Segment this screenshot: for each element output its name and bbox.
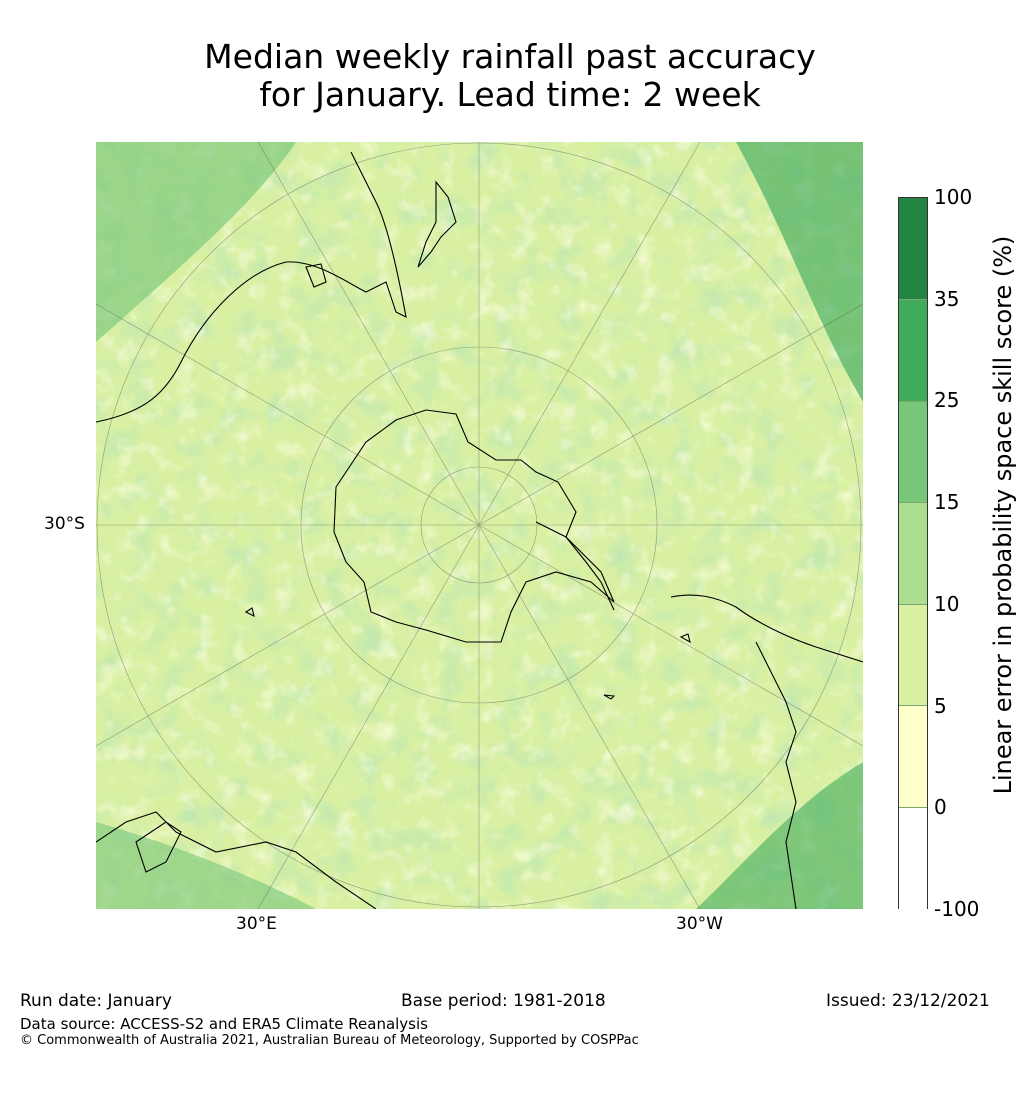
colorbar-segment — [899, 806, 927, 909]
coastlines — [96, 151, 863, 909]
longitude-label-30e: 30°E — [236, 914, 277, 934]
south-america-coast — [670, 594, 863, 909]
high-skill-region-nw — [96, 142, 296, 342]
colorbar-segment — [899, 400, 927, 504]
longitude-label-30w: 30°W — [676, 914, 723, 934]
colorbar-tick-label: 15 — [934, 490, 960, 515]
colorbar-tick-label: 0 — [934, 795, 947, 820]
map-canvas — [96, 142, 863, 909]
island-kerguelen — [244, 607, 255, 618]
title-line-1: Median weekly rainfall past accuracy — [204, 37, 816, 76]
colorbar-segment — [899, 603, 927, 707]
australia-coast — [96, 151, 407, 423]
africa-coast — [96, 811, 377, 909]
data-source: Data source: ACCESS-S2 and ERA5 Climate … — [20, 1015, 428, 1033]
issued-date: Issued: 23/12/2021 — [826, 991, 990, 1011]
colorbar-label: Linear error in probability space skill … — [989, 235, 1017, 795]
colorbar-segment — [899, 705, 927, 808]
island-south-georgia — [603, 694, 616, 700]
graticule — [96, 142, 863, 909]
colorbar-segment — [899, 299, 927, 402]
copyright: © Commonwealth of Australia 2021, Austra… — [20, 1033, 639, 1048]
high-skill-region-se — [696, 762, 863, 909]
polar-map[interactable] — [96, 142, 863, 909]
new-zealand-coast — [417, 180, 457, 268]
map-title: Median weekly rainfall past accuracy for… — [0, 38, 1020, 114]
colorbar — [898, 197, 928, 909]
madagascar-coast — [135, 821, 182, 873]
colorbar-tick-label: -100 — [934, 897, 980, 921]
island-falkland — [679, 633, 691, 644]
colorbar-tick-label: 100 — [934, 185, 973, 209]
colorbar-tick-label: 25 — [934, 388, 960, 413]
antarctica-coast — [333, 409, 615, 643]
tasmania-coast — [305, 263, 327, 288]
colorbar-segment — [899, 502, 927, 605]
base-period: Base period: 1981-2018 — [401, 991, 606, 1011]
colorbar-tick-label: 35 — [934, 286, 960, 311]
colorbar-segment — [899, 198, 927, 300]
high-skill-region-ne — [736, 142, 863, 402]
run-date: Run date: January — [20, 991, 172, 1011]
antarctic-peninsula-coast — [535, 521, 615, 611]
colorbar-tick-label: 10 — [934, 591, 960, 616]
colorbar-tick-label: 5 — [934, 693, 947, 718]
high-skill-region-sw — [96, 822, 316, 909]
latitude-label-30s: 30°S — [44, 514, 85, 534]
title-line-2: for January. Lead time: 2 week — [259, 75, 761, 114]
